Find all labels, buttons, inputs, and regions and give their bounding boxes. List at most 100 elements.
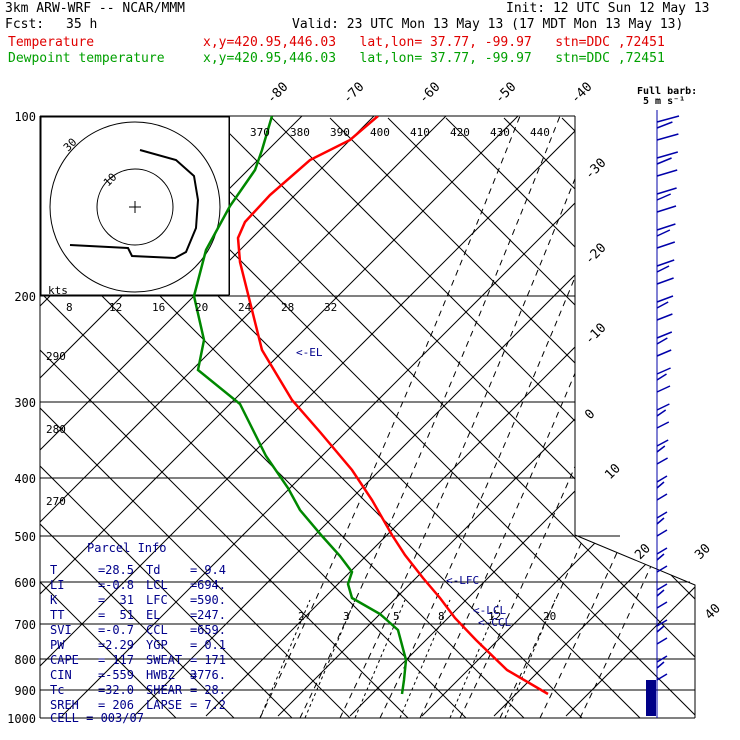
wind-barb [656, 241, 676, 249]
theta-label: 270 [46, 495, 66, 508]
wind-barb [656, 661, 665, 669]
temperature-location: x,y=420.95,446.03 lat,lon= 37.77, -99.97… [203, 35, 665, 50]
wind-barb [656, 277, 674, 285]
parcel-eq: = [98, 593, 105, 607]
wind-barb [656, 625, 665, 633]
temperature-trace [236, 116, 549, 696]
wind-barb [656, 349, 672, 357]
isotherm-label: 40 [702, 601, 724, 623]
isotherm-label: 10 [602, 461, 624, 483]
wind-barb [656, 295, 674, 303]
parcel-value: 117 [112, 653, 134, 667]
parcel-eq: = [98, 668, 105, 682]
wind-barb [656, 331, 673, 339]
theta-label: 420 [450, 126, 470, 139]
wind-barb [656, 511, 668, 519]
dry-adiabat [213, 117, 695, 718]
wind-barb [656, 493, 668, 501]
moist-adiabat [339, 116, 601, 718]
moist-adiabat [539, 116, 695, 718]
isotherm [205, 116, 695, 717]
pressure-label: 1000 [7, 712, 36, 726]
parcel-value: 28.5 [105, 563, 134, 577]
barb-legend-value: 5 m s⁻¹ [643, 96, 685, 107]
parcel-value: 247. [197, 608, 226, 622]
dry-adiabat [40, 117, 235, 718]
wind-barb [656, 481, 665, 489]
level-annotation: <-LFC [446, 574, 479, 587]
parcel-value: 2.29 [105, 638, 134, 652]
wind-barb [656, 517, 665, 525]
dry-adiabat [271, 117, 695, 718]
parcel-eq: = [98, 653, 105, 667]
wind-barb [656, 187, 677, 195]
isotherm [349, 116, 695, 717]
parcel-eq: = [98, 623, 105, 637]
parcel-eq: = [190, 683, 197, 697]
parcel-eq: = [190, 623, 197, 637]
hodo-kts-label: kts [48, 284, 68, 297]
theta-label: 280 [46, 423, 66, 436]
parcel-key: PW [50, 638, 65, 652]
dry-adiabat [40, 117, 467, 718]
mixing-ratio-label: 12 [488, 610, 501, 623]
parcel-key: T [50, 563, 57, 577]
parcel-value: -559 [105, 668, 134, 682]
isotherm-label: -10 [582, 321, 609, 348]
parcel-value: 590. [197, 593, 226, 607]
wind-barb [656, 133, 679, 141]
parcel-eq: = [190, 668, 197, 682]
level-annotation: <-EL [296, 346, 323, 359]
dry-adiabat [155, 117, 695, 718]
parcel-info-box: Parcel Info T = 28.5 Td = 9.4LI = -0.8 LCL = 694.K… [50, 541, 226, 725]
hodo-speed-label: 28 [281, 301, 294, 314]
parcel-value: -0.8 [105, 578, 134, 592]
parcel-eq: = [98, 683, 105, 697]
parcel-key: SWEAT [146, 653, 182, 667]
wind-barb [656, 637, 668, 645]
fcst-value: 35 h [66, 17, 98, 32]
pressure-label: 600 [14, 576, 36, 590]
pressure-label: 800 [14, 653, 36, 667]
theta-label: 400 [370, 126, 390, 139]
parcel-value: 28. [204, 683, 226, 697]
dry-adiabat [329, 117, 695, 718]
dewpoint-trace [192, 116, 408, 695]
parcel-value: 659. [197, 623, 226, 637]
dry-adiabat [503, 117, 695, 718]
pressure-label: 700 [14, 618, 36, 632]
isotherm [493, 116, 695, 717]
fcst-label: Fcst: [5, 17, 45, 32]
wind-barb [656, 565, 668, 573]
wind-barb [656, 601, 668, 609]
wind-barb [656, 265, 670, 273]
parcel-key: SVI [50, 623, 72, 637]
moist-adiabat [259, 116, 521, 718]
parcel-key: CAPE [50, 653, 79, 667]
wind-barb [656, 367, 671, 375]
pressure-label: 500 [14, 530, 36, 544]
isotherm [0, 116, 14, 716]
wind-barb [656, 205, 677, 213]
level-annotation: <-CCL [478, 616, 511, 629]
isotherm [40, 116, 591, 717]
wind-barb [656, 529, 668, 537]
isotherm-label: -70 [340, 80, 367, 107]
parcel-key: Td [146, 563, 160, 577]
pressure-label: 900 [14, 684, 36, 698]
wind-barb [656, 169, 678, 177]
wind-barb [656, 619, 668, 627]
wind-barb [656, 547, 668, 555]
wind-barb [656, 115, 680, 123]
wind-barb [656, 385, 671, 393]
parcel-key: SREH [50, 698, 79, 712]
temperature-legend: Temperature [8, 35, 95, 50]
dry-adiabat [445, 117, 695, 718]
parcel-value: 206 [112, 698, 134, 712]
isotherm-label: 30 [692, 541, 714, 563]
isotherm-label: -60 [416, 80, 443, 107]
moist-adiabat [299, 116, 561, 718]
theta-label: 370 [250, 126, 270, 139]
parcel-value: 7.2 [204, 698, 226, 712]
